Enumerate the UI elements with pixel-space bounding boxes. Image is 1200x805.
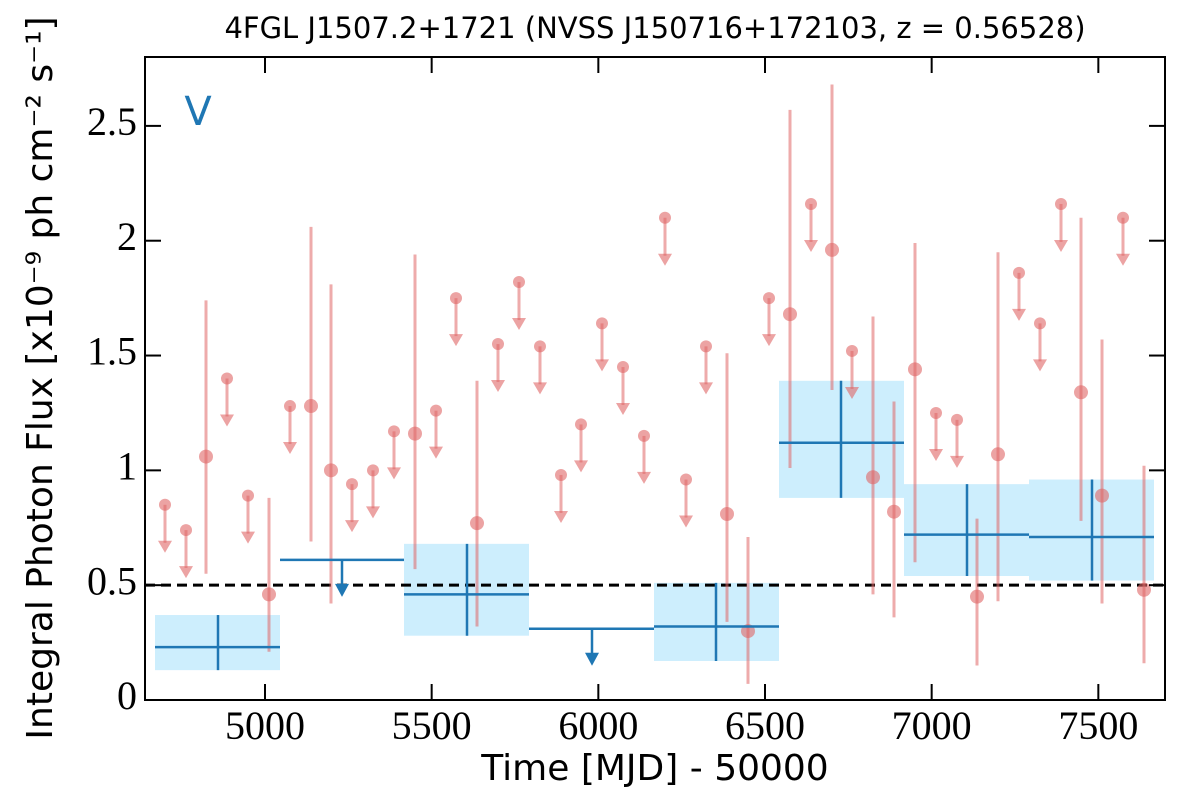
x-tick-label: 5500: [392, 703, 472, 748]
upper-limit-arrow: [950, 455, 964, 468]
upper-limit-arrow: [1033, 359, 1047, 372]
detection-point: [866, 470, 880, 485]
upper-limit-arrow: [429, 446, 443, 459]
detection-point: [1137, 582, 1151, 597]
upper-limit-arrow: [699, 382, 713, 395]
x-tick-label: 6000: [558, 703, 638, 748]
detection-point: [908, 362, 922, 377]
upper-limit-arrow: [366, 506, 380, 519]
upper-limit-point: [700, 340, 712, 353]
upper-limit-arrow: [1054, 239, 1068, 252]
upper-limit-point: [596, 317, 608, 330]
upper-limit-point: [930, 406, 942, 419]
upper-limit-arrow: [283, 442, 297, 455]
upper-limit-point: [492, 338, 504, 351]
detection-point: [825, 242, 839, 257]
upper-limit-arrow: [179, 566, 193, 579]
upper-limit-point: [1117, 211, 1129, 224]
upper-limit-point: [555, 468, 567, 481]
upper-limit-point: [575, 418, 587, 431]
upper-limit-arrow: [241, 531, 255, 544]
upper-limit-arrow: [345, 520, 359, 533]
upper-limit-arrow: [220, 414, 234, 427]
detection-point: [304, 399, 318, 414]
chart-title: 4FGL J1507.2+1721 (NVSS J150716+172103, …: [224, 11, 1085, 45]
annotation: V: [184, 89, 212, 135]
upper-limit-point: [846, 344, 858, 357]
upper-limit-arrow: [449, 334, 463, 347]
upper-limit-point: [951, 413, 963, 426]
detection-point: [720, 506, 734, 521]
upper-limit-point: [680, 473, 692, 486]
y-axis-label: Integral Photon Flux [x10⁻⁹ ph cm⁻² s⁻¹]: [20, 16, 61, 739]
upper-limit-arrow: [491, 380, 505, 393]
y-tick-label: 2.5: [87, 99, 137, 144]
upper-limit-arrow: [679, 515, 693, 528]
upper-limit-point: [450, 292, 462, 305]
upper-limit-point: [534, 340, 546, 353]
upper-limit-point: [242, 489, 254, 502]
detection-point: [470, 516, 484, 531]
upper-limit-arrow: [158, 540, 172, 553]
detection-point: [1095, 488, 1109, 503]
y-tick-label: 1.5: [87, 329, 137, 374]
upper-limit-point: [1013, 266, 1025, 279]
upper-limit-point: [617, 361, 629, 374]
upper-limit-arrow: [804, 239, 818, 252]
y-tick-label: 2: [117, 214, 137, 259]
upper-limit-point: [346, 478, 358, 491]
upper-limit-arrow: [1012, 308, 1026, 321]
upper-limit-arrow: [637, 471, 651, 484]
upper-limit-point: [805, 197, 817, 210]
detection-point: [199, 449, 213, 464]
upper-limit-point: [430, 404, 442, 417]
detection-point: [1074, 385, 1088, 400]
upper-limit-point: [388, 425, 400, 438]
y-tick-label: 0.5: [87, 558, 137, 603]
upper-limit-point: [284, 400, 296, 413]
upper-limit-point: [763, 292, 775, 305]
detection-point: [783, 307, 797, 322]
upper-limit-arrow: [762, 334, 776, 347]
upper-limit-arrow: [512, 318, 526, 331]
upper-limit-point: [1034, 317, 1046, 330]
detection-point: [408, 426, 422, 441]
upper-limit-point: [221, 372, 233, 385]
detection-point: [991, 447, 1005, 462]
x-tick-label: 5000: [225, 703, 305, 748]
x-tick-label: 7000: [892, 703, 972, 748]
detection-point: [887, 504, 901, 519]
detection-point: [324, 463, 338, 478]
upper-limit-arrow: [1116, 253, 1130, 266]
upper-limit-arrow: [845, 386, 859, 399]
upper-limit-arrow: [929, 448, 943, 461]
upper-limit-arrow: [554, 510, 568, 523]
bin-upper-limit-arrow: [335, 583, 349, 597]
upper-limit-point: [367, 464, 379, 477]
x-tick-label: 6500: [725, 703, 805, 748]
y-tick-label: 1: [117, 444, 137, 489]
x-tick-label: 7500: [1058, 703, 1138, 748]
plot-frame: [144, 56, 1166, 701]
upper-limit-point: [159, 498, 171, 511]
x-axis-label: Time [MJD] - 50000: [480, 748, 828, 789]
upper-limit-point: [1055, 197, 1067, 210]
upper-limit-arrow: [533, 382, 547, 395]
upper-limit-arrow: [387, 467, 401, 480]
upper-limit-arrow: [658, 253, 672, 266]
upper-limit-arrow: [595, 359, 609, 372]
detection-point: [262, 587, 276, 602]
upper-limit-point: [659, 211, 671, 224]
upper-limit-arrow: [574, 460, 588, 473]
upper-limit-point: [180, 524, 192, 537]
upper-limit-point: [638, 429, 650, 442]
upper-limit-point: [513, 276, 525, 289]
detection-point: [970, 589, 984, 604]
bin-upper-limit-arrow: [585, 652, 599, 666]
upper-limit-arrow: [616, 403, 630, 416]
y-tick-label: 0: [117, 673, 137, 718]
